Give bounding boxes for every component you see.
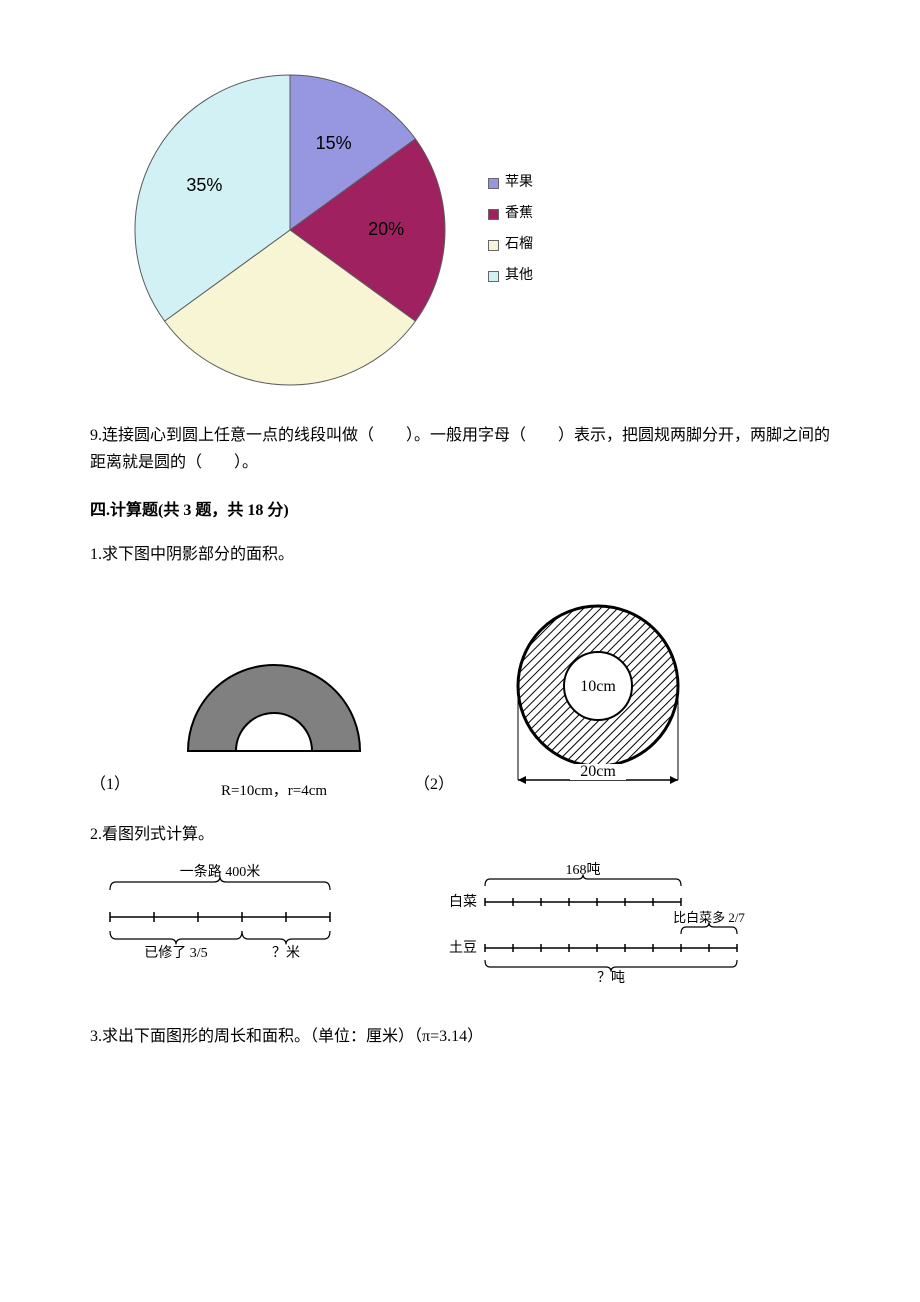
svg-text:？吨: ？吨 [597,970,625,986]
legend-swatch [488,271,499,282]
svg-text:35%: 35% [186,175,222,195]
figure-1: R=10cm，r=4cm [174,641,374,800]
legend-label: 香蕉 [505,199,533,230]
legend-swatch [488,240,499,251]
figure-row: （1） R=10cm，r=4cm （2） 10cm 20cm [90,600,830,800]
svg-text:白菜: 白菜 [449,894,477,910]
pie-chart-block: 15% 20% 35% 苹果 香蕉 石榴 其他 [120,60,830,400]
calc-q1: 1.求下图中阴影部分的面积。 [90,540,830,564]
question-9: 9.连接圆心到圆上任意一点的线段叫做（ ）。一般用字母（ ）表示，把圆规两脚分开… [90,422,830,476]
svg-text:20cm: 20cm [580,763,616,780]
annulus: 10cm 20cm [498,600,698,800]
fig1-index: （1） [90,770,130,800]
legend-item: 香蕉 [488,199,533,230]
legend-item: 其他 [488,261,533,292]
fig1-caption: R=10cm，r=4cm [174,779,374,800]
fig2-index: （2） [414,770,454,800]
calc-q3: 3.求出下面图形的周长和面积。（单位：厘米）（π=3.14） [90,1022,830,1046]
figure-2: 10cm 20cm [498,600,698,800]
legend-item: 苹果 [488,168,533,199]
legend-swatch [488,178,499,189]
pie-legend: 苹果 香蕉 石榴 其他 [488,168,533,291]
legend-label: 苹果 [505,168,533,199]
svg-text:土豆: 土豆 [449,940,477,956]
svg-text:比白菜多 2/7: 比白菜多 2/7 [673,910,745,925]
svg-text:20%: 20% [368,219,404,239]
svg-text:一条路 400米: 一条路 400米 [180,863,261,880]
section-4-heading: 四.计算题(共 3 题，共 18 分) [90,496,830,520]
legend-label: 其他 [505,261,533,292]
calc-q2: 2.看图列式计算。 [90,820,830,844]
svg-text:10cm: 10cm [580,678,616,695]
legend-item: 石榴 [488,230,533,261]
pie-chart: 15% 20% 35% [120,60,460,400]
line-diagram-left: 一条路 400米已修了 3/5 ？米 [90,862,350,972]
legend-swatch [488,209,499,220]
half-annulus [174,641,374,771]
line-diagram-right: 168吨白菜土豆 比白菜多 2/7 ？吨 [430,862,760,992]
svg-text:？米: ？米 [272,945,300,961]
svg-text:168吨: 168吨 [566,862,601,878]
svg-text:15%: 15% [316,133,352,153]
diagram-row: 一条路 400米已修了 3/5 ？米 168吨白菜土豆 比白菜多 2/7 ？吨 [90,862,830,992]
legend-label: 石榴 [505,230,533,261]
svg-text:已修了 3/5: 已修了 3/5 [144,945,207,961]
